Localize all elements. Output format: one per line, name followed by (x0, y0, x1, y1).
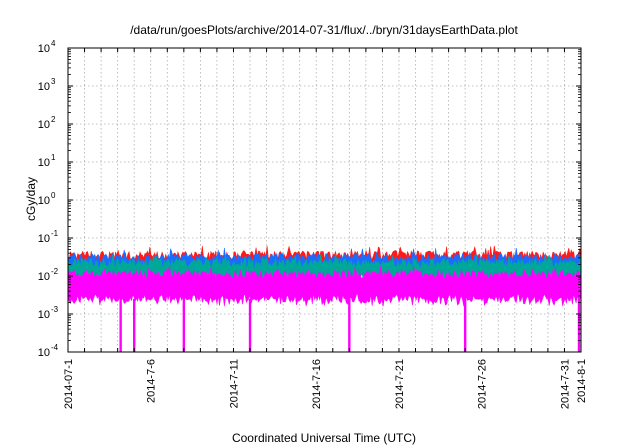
y-tick-exponent: 0 (51, 191, 56, 200)
grid (67, 48, 582, 352)
x-tick-label: 2014-7-6 (146, 359, 158, 403)
y-tick-exponent: -4 (51, 343, 59, 352)
y-tick-exponent: -2 (51, 267, 59, 276)
series-dropout (348, 298, 351, 352)
y-tick-label: 10 (38, 43, 50, 55)
x-tick-label: 2014-7-21 (394, 359, 406, 409)
y-tick-label: 10 (38, 271, 50, 283)
x-tick-label: 2014-07-1 (63, 359, 75, 409)
y-tick-label: 10 (38, 81, 50, 93)
y-tick-exponent: 1 (51, 153, 56, 162)
series-dropout (182, 298, 186, 352)
y-axis-label: cGy/day (24, 177, 38, 221)
y-tick-exponent: 2 (51, 115, 56, 124)
y-tick-exponent: 4 (51, 39, 56, 48)
chart-title: /data/run/goesPlots/archive/2014-07-31/f… (130, 23, 518, 37)
y-tick-exponent: 3 (51, 77, 56, 86)
x-tick-label: 2014-7-26 (477, 359, 489, 409)
series-dropout (248, 298, 252, 352)
y-tick-exponent: -3 (51, 305, 59, 314)
y-tick-label: 10 (38, 347, 50, 359)
y-tick-label: 10 (38, 309, 50, 321)
series-dropout (119, 298, 122, 352)
x-tick-label: 2014-8-1 (576, 359, 588, 403)
series-dropout (132, 298, 136, 352)
y-tick-label: 10 (38, 157, 50, 169)
x-tick-label: 2014-7-11 (228, 359, 240, 408)
y-tick-label: 10 (38, 233, 50, 245)
x-axis-label: Coordinated Universal Time (UTC) (232, 431, 416, 445)
series-dropout (463, 298, 467, 352)
x-tick-label: 2014-7-16 (311, 359, 323, 409)
y-tick-label: 10 (38, 195, 50, 207)
y-tick-exponent: -1 (51, 229, 59, 238)
y-tick-label: 10 (38, 119, 50, 131)
series-group (67, 245, 582, 352)
x-tick-label: 2014-7-31 (559, 359, 571, 409)
